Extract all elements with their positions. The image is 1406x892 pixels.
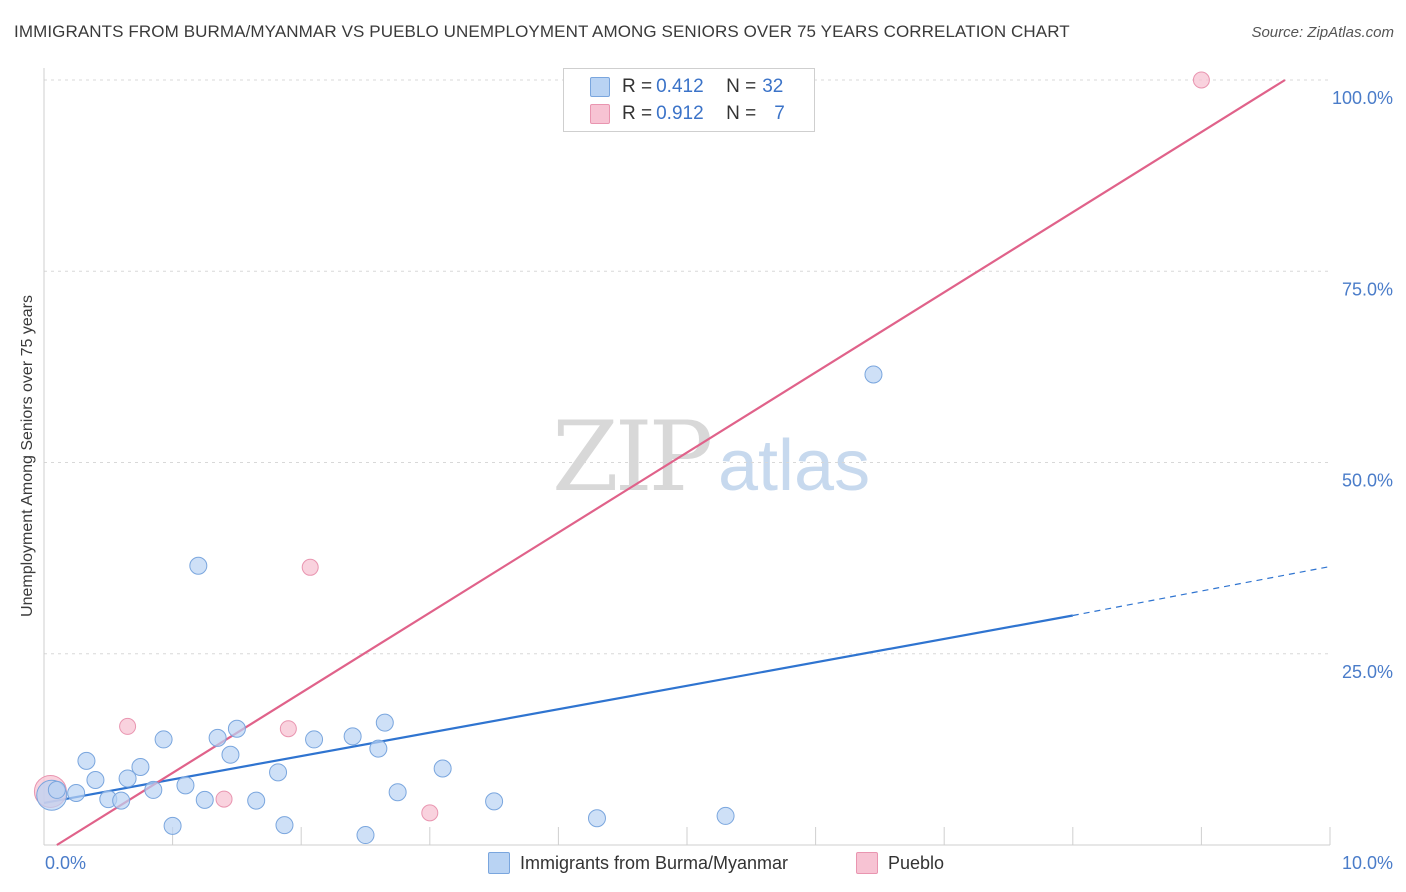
chart-title: IMMIGRANTS FROM BURMA/MYANMAR VS PUEBLO … xyxy=(14,22,1070,41)
r-label: R = xyxy=(622,103,653,124)
point-pueblo xyxy=(1192,71,1210,89)
legend-swatch-blue xyxy=(590,77,610,97)
point-burma xyxy=(375,713,394,732)
r-label: R = xyxy=(622,76,653,97)
n-value: 7 xyxy=(774,103,785,124)
legend-swatch-pink xyxy=(590,104,610,124)
watermark-zip: ZIP xyxy=(552,401,711,513)
correlation-legend: R = 0.412 N = 32 R = 0.912 N = 7 xyxy=(563,68,815,132)
point-burma xyxy=(86,770,105,789)
gridlines xyxy=(44,79,1330,655)
point-burma xyxy=(131,757,150,776)
point-burma xyxy=(208,728,227,747)
legend-row-pueblo: R = 0.912 N = 7 xyxy=(590,102,785,126)
y-tick-label: 50.0% xyxy=(1342,471,1393,491)
trend-line-burma xyxy=(43,614,1073,805)
bottom-legend-pueblo: Pueblo xyxy=(856,852,944,874)
y-tick-label: 25.0% xyxy=(1342,662,1393,682)
point-burma xyxy=(144,780,163,799)
point-burma xyxy=(154,730,173,749)
n-label: N = xyxy=(726,103,757,124)
point-pueblo xyxy=(301,558,319,576)
point-burma xyxy=(67,783,86,802)
point-pueblo xyxy=(119,717,137,735)
point-burma xyxy=(369,739,388,758)
watermark: ZIP atlas xyxy=(552,401,870,513)
data-points xyxy=(33,71,1210,845)
legend-row-burma: R = 0.412 N = 32 xyxy=(590,75,783,99)
r-value: 0.412 xyxy=(656,76,704,97)
point-burma xyxy=(716,806,735,825)
point-burma xyxy=(163,816,182,835)
trend-line-pueblo xyxy=(56,79,1286,846)
bottom-legend-swatch-pink xyxy=(856,852,878,874)
bottom-legend-label-burma: Immigrants from Burma/Myanmar xyxy=(520,852,789,873)
axes xyxy=(43,68,1331,846)
point-pueblo xyxy=(421,804,439,822)
n-value: 32 xyxy=(762,76,784,97)
point-burma xyxy=(47,780,66,799)
source-credit: Source: ZipAtlas.com xyxy=(1251,24,1394,41)
trend-line-burma-extension xyxy=(1072,565,1331,617)
point-burma xyxy=(112,791,131,810)
point-burma xyxy=(176,776,195,795)
y-tick-label: 100.0% xyxy=(1332,88,1393,108)
point-burma xyxy=(343,727,362,746)
point-pueblo xyxy=(279,720,297,738)
bottom-legend-label-pueblo: Pueblo xyxy=(888,852,945,873)
point-burma xyxy=(227,719,246,738)
point-burma xyxy=(195,790,214,809)
point-burma xyxy=(587,809,606,828)
point-burma xyxy=(275,816,294,835)
bottom-legend-swatch-blue xyxy=(488,852,510,874)
point-pueblo xyxy=(215,790,233,808)
point-burma xyxy=(118,769,137,788)
trend-lines xyxy=(43,79,1331,846)
point-burma xyxy=(221,745,240,764)
point-burma xyxy=(433,759,452,778)
tick-labels: 25.0% 50.0% 75.0% 100.0% 0.0% 10.0% xyxy=(45,88,1393,873)
x-tick-label-min: 0.0% xyxy=(45,853,86,873)
point-burma xyxy=(77,751,96,770)
point-burma xyxy=(189,556,208,575)
point-burma xyxy=(247,791,266,810)
y-tick-label: 75.0% xyxy=(1342,279,1393,299)
point-burma xyxy=(356,826,375,845)
bottom-legend-burma: Immigrants from Burma/Myanmar xyxy=(488,852,788,874)
point-burma xyxy=(305,730,324,749)
point-burma xyxy=(388,783,407,802)
point-burma xyxy=(864,365,883,384)
point-burma xyxy=(269,763,288,782)
n-label: N = xyxy=(726,76,757,97)
point-burma xyxy=(485,792,504,811)
watermark-atlas: atlas xyxy=(718,426,870,506)
r-value: 0.912 xyxy=(656,103,704,124)
x-tick-label-max: 10.0% xyxy=(1342,853,1393,873)
